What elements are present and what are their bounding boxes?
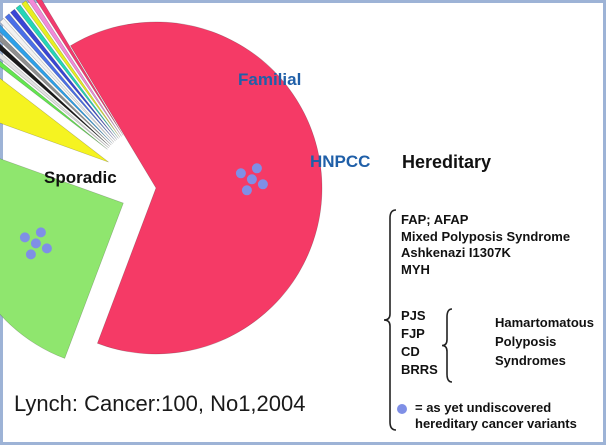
hamartomatous-label-line-3: Syndromes	[495, 353, 566, 368]
pie-slice-ashkenazi-i1307k	[0, 43, 111, 147]
familial-label: Familial	[238, 70, 302, 89]
citation-text: Lynch: Cancer:100, No1,2004	[14, 391, 306, 416]
hamartomatous-label-line-1: Hamartomatous	[495, 315, 594, 330]
undiscovered-dot	[25, 249, 36, 260]
undiscovered-dot	[251, 163, 262, 174]
hereditary-label: Hereditary	[402, 152, 492, 172]
pie-slice-unlabeled-14	[35, 0, 124, 136]
undiscovered-dot	[241, 185, 252, 196]
pie-slice-cd	[4, 13, 116, 142]
legend-note-line-1: = as yet undiscovered	[415, 400, 552, 415]
group-brace	[383, 209, 397, 431]
pie-slice-hnpcc	[0, 77, 109, 163]
pie-slice-sporadic	[70, 21, 323, 355]
group-brace	[441, 308, 453, 383]
legend-item-fjp: FJP	[401, 326, 425, 341]
undiscovered-marker-icon	[397, 404, 407, 414]
legend-item-brrs: BRRS	[401, 362, 438, 377]
undiscovered-dot	[246, 174, 257, 185]
pie-slice-unlabeled-13	[27, 0, 122, 137]
pie-slice-pjs	[0, 24, 113, 144]
hamartomatous-group-label: Hamartomatous Polyposis Syndromes	[495, 313, 594, 370]
legend-item-cd: CD	[401, 344, 420, 359]
sporadic-label: Sporadic	[44, 168, 117, 187]
undiscovered-legend-note: = as yet undiscovered hereditary cancer …	[415, 400, 577, 432]
pie-slice-mixed-polyposis-syndrome	[0, 52, 109, 149]
legend-item-ashkenazi: Ashkenazi I1307K	[401, 245, 511, 260]
undiscovered-dot	[235, 168, 246, 179]
pie-slice-unlabeled-12	[21, 0, 121, 138]
pie-slice-myh	[0, 34, 112, 146]
undiscovered-dot	[35, 227, 46, 238]
pie-slice-fap-afap	[0, 60, 108, 150]
legend-note-line-2: hereditary cancer variants	[415, 416, 577, 431]
undiscovered-dot	[19, 232, 30, 243]
legend-item-myh: MYH	[401, 261, 430, 277]
pie-slice-brrs	[10, 8, 118, 140]
undiscovered-dot	[41, 243, 52, 254]
pie-slice-fjp	[0, 17, 115, 143]
legend-item-mixed-polyposis: Mixed Polyposis Syndrome	[401, 228, 571, 244]
undiscovered-dot	[257, 179, 268, 190]
pie-slice-familial	[0, 158, 124, 359]
hereditary-syndrome-list: FAP; AFAP Mixed Polyposis Syndrome Ashke…	[401, 212, 570, 278]
hamartomatous-label-line-2: Polyposis	[495, 334, 557, 349]
undiscovered-dot	[30, 238, 41, 249]
pie-slice-unlabeled-11	[15, 4, 119, 139]
legend-item-pjs: PJS	[401, 308, 426, 323]
legend-item-fap: FAP; AFAP	[401, 212, 469, 227]
hamartomatous-syndrome-list: PJS FJP CD BRRS	[401, 307, 438, 379]
hnpcc-label: HNPCC	[310, 152, 371, 171]
